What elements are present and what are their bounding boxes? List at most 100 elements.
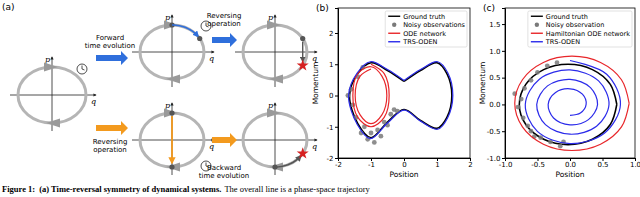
phase-diagram: pq (235, 101, 317, 175)
q-axis (10, 95, 96, 96)
data-point (545, 63, 550, 68)
tick-mark (335, 127, 338, 128)
data-line (525, 61, 620, 144)
orbit-direction (166, 163, 180, 172)
operation-arrow (96, 121, 128, 135)
y-axis: -1.0-0.50.00.51.01.5 (487, 9, 506, 163)
legend-label: Ground truth (403, 13, 445, 21)
tick-label: 2 (468, 161, 472, 169)
arrow-label: time evolution (199, 172, 250, 180)
tick: 1.0 (489, 48, 505, 56)
phase-diagram: pq (10, 55, 96, 131)
q-label: q (209, 142, 214, 151)
star (297, 147, 309, 158)
orbit (243, 25, 307, 79)
tick-label: -0.5 (531, 161, 545, 169)
tick-label: -0.5 (487, 128, 501, 136)
tick: -1.0 (499, 158, 513, 169)
legend-entry: Ground truth (388, 13, 445, 21)
tick-label: 0.5 (489, 74, 500, 82)
x-axis-title: Position (555, 170, 584, 179)
tick-label: 1 (329, 61, 333, 69)
tick: -0.5 (487, 128, 505, 136)
tick: 0 (329, 92, 338, 100)
tick-mark (502, 158, 505, 159)
tick-label: -1.0 (487, 155, 501, 163)
orbit-direction (164, 109, 178, 118)
orbit-direction (46, 119, 60, 128)
tick: -0.5 (531, 158, 545, 169)
tick-label: -1.0 (499, 161, 513, 169)
orbit (18, 67, 86, 123)
legend-entry: Noisy observations (392, 21, 466, 29)
tick-label: 0.0 (565, 161, 576, 169)
data-line (349, 62, 453, 139)
plot-frame (338, 8, 470, 158)
tick-mark (502, 131, 505, 132)
data-line (353, 64, 389, 127)
tick: -1 (368, 158, 375, 169)
clock-hand (82, 69, 85, 70)
evolution-arc (275, 156, 301, 167)
state-point (197, 36, 202, 41)
tick: 2 (329, 30, 338, 38)
orbit-direction (44, 63, 58, 72)
operation-arrow (96, 51, 128, 65)
reversing-arrow (302, 42, 303, 62)
data-point (392, 107, 397, 112)
q-axis (235, 52, 317, 53)
panel-label: (a) (2, 2, 15, 12)
legend-swatch (531, 41, 543, 42)
panel-label: (b) (316, 3, 329, 13)
tick-label: -2 (327, 155, 334, 163)
p-label: p (268, 101, 273, 110)
orbit-direction (267, 21, 281, 30)
q-axis (132, 140, 214, 141)
x-axis: -2-1012 (335, 158, 473, 169)
state-point (300, 36, 305, 41)
legend-entry: Noisy observation (535, 21, 605, 29)
tick-label: -1 (368, 161, 375, 169)
tick: -1.0 (487, 155, 505, 163)
state-point (169, 164, 174, 169)
data-point (529, 129, 534, 134)
legend-entry: Ground truth (531, 13, 588, 21)
data-point (369, 131, 374, 136)
q-label: q (209, 54, 214, 63)
legend-entry: TRS-ODEN (388, 38, 437, 46)
tick-label: 0.5 (597, 161, 608, 169)
y-axis-title: Momentum (478, 62, 487, 105)
legend: Ground truthNoisy observationHamiltonian… (528, 11, 632, 47)
data-point (538, 135, 543, 140)
legend-swatch (535, 23, 539, 27)
x-axis: -1.0 -0.5 0.0 0.5 1.0 (499, 158, 640, 169)
data-point (346, 93, 351, 98)
phase-diagram: pq (235, 13, 317, 87)
tick-mark (335, 33, 338, 34)
legend-entry: ODE network (388, 30, 446, 38)
legend-label: Hamiltonian ODE network (546, 30, 630, 38)
orbit (140, 25, 204, 79)
data-point (555, 60, 560, 65)
p-label: p (165, 101, 170, 110)
tick: 0.0 (565, 158, 576, 169)
tick-mark (335, 158, 338, 159)
axis-line (335, 9, 339, 159)
legend-swatch (388, 16, 400, 17)
q-label: q (312, 142, 317, 151)
legend-swatch (388, 33, 400, 34)
legend-label: Noisy observations (403, 21, 465, 29)
legend-swatch (531, 16, 543, 17)
legend-entry: TRS-ODEN (531, 38, 580, 46)
arrow-label: Reversing (93, 138, 128, 146)
p-label: p (45, 55, 50, 64)
legend-swatch (388, 41, 400, 42)
tick: -2 (327, 155, 338, 163)
tick-label: 1 (435, 161, 439, 169)
tick: -1 (327, 123, 338, 131)
data-line (350, 63, 452, 138)
tick-label: 1.0 (630, 161, 640, 169)
operation-arrow (212, 133, 237, 147)
legend-entry: Hamiltonian ODE network (531, 30, 630, 38)
tick-label: 0 (329, 92, 333, 100)
